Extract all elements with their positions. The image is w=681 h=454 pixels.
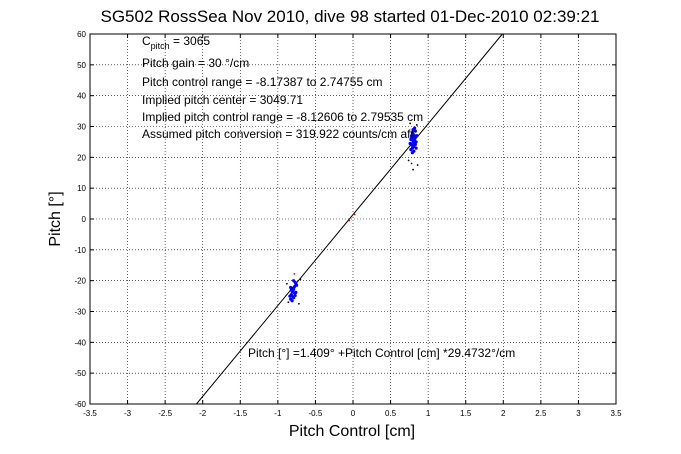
data-point [413, 138, 417, 142]
annotation-line: Pitch gain = 30 °/cm [142, 56, 249, 70]
x-tick-label: 0.5 [385, 409, 397, 418]
data-point [288, 294, 292, 298]
c-pitch-value: = 3065 [170, 34, 211, 48]
data-point [412, 168, 415, 171]
data-point [353, 213, 356, 216]
data-point [289, 285, 293, 290]
x-axis-label: Pitch Control [cm] [289, 423, 415, 440]
x-tick-label: 3.5 [610, 409, 622, 418]
annotation-line: Pitch control range = -8.17387 to 2.7475… [142, 75, 383, 89]
annotation-line: Implied pitch control range = -8.12606 t… [142, 110, 423, 124]
data-point [294, 290, 298, 294]
x-tick-labels: -3.5 -3 -2.5 -2 -1.5 -1 -0.5 0 0.5 1 1.5 2 2.5 3 3.5 [83, 409, 622, 418]
x-tick-label: 1.5 [460, 409, 472, 418]
y-tick-label: -50 [74, 369, 86, 378]
grid-lines [90, 34, 616, 404]
data-point [415, 134, 419, 138]
data-point [414, 146, 418, 150]
x-tick-label: -0.5 [309, 409, 323, 418]
x-tick-label: 0 [351, 409, 356, 418]
annotation-line: Assumed pitch conversion = 319.922 count… [142, 127, 414, 141]
x-tick-label: -1.5 [233, 409, 247, 418]
x-tick-label: 2.5 [535, 409, 547, 418]
annotation-c-pitch: Cpitch = 3065 [142, 34, 210, 51]
fit-equation-label: Pitch [°] =1.409° +Pitch Control [cm] *2… [248, 346, 515, 360]
c-pitch-subscript: pitch [151, 41, 170, 51]
annotation-line: Implied pitch center = 3049.71 [142, 93, 303, 107]
annotation-block: Cpitch = 3065 Pitch gain = 30 °/cm Pitch… [142, 34, 423, 141]
x-tick-label: -3 [124, 409, 132, 418]
x-tick-label: 3 [576, 409, 581, 418]
c-pitch-symbol: C [142, 34, 151, 48]
data-point [292, 279, 296, 283]
y-tick-label: -40 [74, 338, 86, 347]
data-point [287, 301, 290, 304]
data-point [285, 282, 288, 285]
y-tick-label: 0 [82, 215, 87, 224]
x-tick-label: -3.5 [83, 409, 97, 418]
y-tick-label: -60 [74, 400, 86, 409]
data-point [299, 278, 302, 281]
data-point [412, 149, 416, 153]
y-tick-label: 60 [77, 30, 86, 39]
plot-area: -3.5 -3 -2.5 -2 -1.5 -1 -0.5 0 0.5 1 1.5 2 2.5 3 3.5 -… [74, 30, 622, 418]
y-tick-label: -30 [74, 308, 86, 317]
fit-line-group [196, 33, 503, 405]
data-point [348, 219, 351, 222]
data-point [410, 131, 414, 135]
data-point [290, 299, 294, 303]
y-tick-label: -10 [74, 246, 86, 255]
fit-line [196, 33, 503, 405]
data-point [411, 134, 415, 138]
y-tick-label: 30 [77, 123, 86, 132]
data-point [413, 142, 417, 146]
chart-title: SG502 RossSea Nov 2010, dive 98 started … [101, 7, 600, 26]
data-point [408, 141, 412, 146]
x-tick-label: -1 [274, 409, 282, 418]
x-tick-label: -2.5 [158, 409, 172, 418]
data-point [416, 164, 419, 166]
data-point [409, 148, 413, 152]
data-point [409, 122, 412, 125]
y-tick-label: 40 [77, 92, 86, 101]
x-tick-label: -2 [199, 409, 207, 418]
data-point [293, 272, 296, 275]
data-point [407, 159, 410, 162]
x-tick-label: 2 [501, 409, 506, 418]
data-point [412, 128, 416, 132]
data-point [292, 287, 296, 291]
axis-ticks [89, 33, 617, 405]
y-tick-label: 10 [77, 184, 86, 193]
data-points [285, 122, 419, 305]
data-point [410, 162, 413, 165]
y-tick-label: -20 [74, 277, 86, 286]
y-tick-label: 50 [77, 61, 86, 70]
data-point [415, 124, 418, 126]
data-point [297, 302, 300, 305]
y-tick-labels: -60 -50 -40 -30 -20 -10 0 10 20 30 40 50 60 [74, 30, 86, 409]
y-axis-label: Pitch [°] [47, 191, 64, 246]
data-point [295, 283, 299, 287]
y-tick-label: 20 [77, 153, 86, 162]
x-tick-label: 1 [426, 409, 431, 418]
data-point [291, 295, 295, 299]
